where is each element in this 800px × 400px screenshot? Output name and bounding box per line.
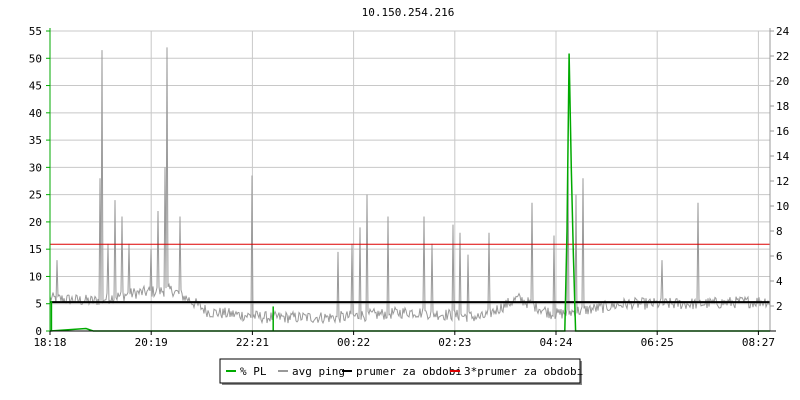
y-right-tick-label: 12 [776, 175, 789, 188]
legend: % PL avg ping prumer za obdobi 3*prumer za … [219, 358, 583, 385]
y-right-tick-label: 24 [776, 25, 790, 38]
y-right-tick-label: 18 [776, 100, 789, 113]
x-tick-label: 20:19 [135, 336, 168, 349]
x-tick-label: 02:23 [438, 336, 471, 349]
x-tick-label: 22:21 [236, 336, 269, 349]
y-right-tick-label: 20 [776, 75, 789, 88]
series-avg-ping-line [49, 47, 771, 325]
y-left-tick-label: 20 [29, 216, 42, 229]
x-tick-label: 08:27 [742, 336, 775, 349]
y-left-tick-label: 10 [29, 270, 42, 283]
y-left-tick-label: 35 [29, 134, 42, 147]
legend-label: % PL [240, 365, 267, 378]
x-tick-label: 18:18 [33, 336, 66, 349]
y-left-tick-label: 25 [29, 189, 42, 202]
y-right-tick-label: 6 [776, 250, 783, 263]
legend-label: avg ping [292, 365, 345, 378]
y-right-tick-label: 8 [776, 225, 783, 238]
y-left-tick-label: 30 [29, 161, 42, 174]
y-right-tick-label: 16 [776, 125, 789, 138]
series-packet-loss-line [49, 53, 770, 332]
x-tick-label: 04:24 [539, 336, 572, 349]
y-left-tick-label: 40 [29, 107, 42, 120]
axes: 0510152025303540455055246810121416182022… [29, 25, 790, 349]
y-right-tick-label: 4 [776, 275, 783, 288]
legend-label: prumer za obdobi [356, 365, 462, 378]
y-left-tick-label: 55 [29, 25, 42, 38]
y-left-tick-label: 50 [29, 52, 42, 65]
x-tick-label: 06:25 [641, 336, 674, 349]
y-right-tick-label: 22 [776, 50, 789, 63]
y-right-tick-label: 14 [776, 150, 790, 163]
y-left-tick-label: 45 [29, 80, 42, 93]
chart-title: 10.150.254.216 [362, 6, 455, 19]
legend-label: 3*prumer za obdobi [464, 365, 583, 378]
y-right-tick-label: 2 [776, 300, 783, 313]
x-tick-label: 00:22 [337, 336, 370, 349]
y-left-tick-label: 15 [29, 243, 42, 256]
y-left-tick-label: 0 [35, 325, 42, 338]
y-right-tick-label: 10 [776, 200, 789, 213]
series-layer [49, 47, 771, 332]
y-left-tick-label: 5 [35, 298, 42, 311]
